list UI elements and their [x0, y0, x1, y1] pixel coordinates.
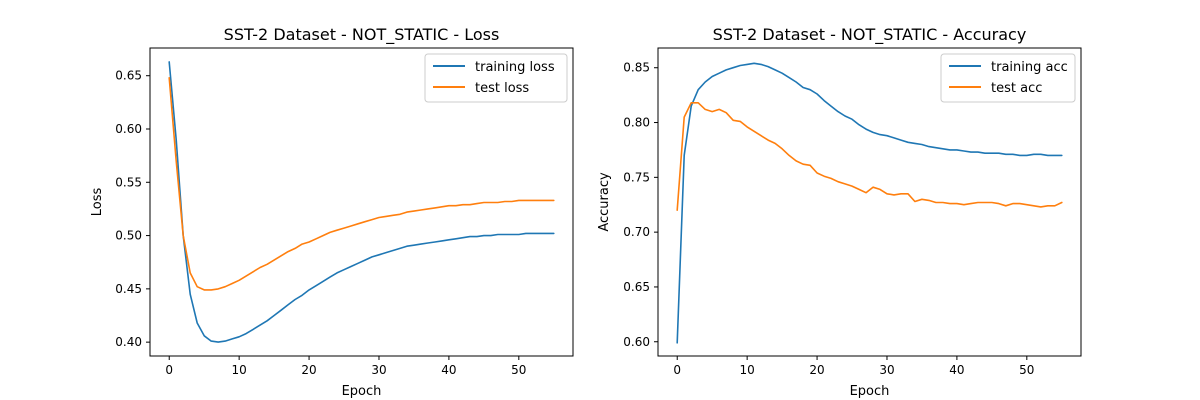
loss-y-tick-label: 0.50	[115, 229, 142, 243]
accuracy-plot-frame	[657, 47, 1082, 357]
accuracy-series-line-training-acc	[676, 62, 1063, 344]
accuracy-x-tick-label: 30	[879, 363, 894, 377]
loss-series-lines	[168, 61, 555, 343]
accuracy-y-tick-label: 0.80	[623, 116, 650, 130]
loss-y-ticks: 0.40 0.45 0.50 0.55 0.60 0.65	[115, 69, 150, 349]
accuracy-x-ticks: 0 10 20 30 40 50	[673, 356, 1034, 377]
accuracy-legend-label-test: test acc	[991, 81, 1042, 96]
accuracy-x-tick-label: 20	[809, 363, 824, 377]
accuracy-legend-label-training: training acc	[991, 60, 1068, 75]
accuracy-series-line-test-acc	[676, 102, 1063, 211]
accuracy-chart: SST-2 Dataset - NOT_STATIC - Accuracy 0 1…	[597, 25, 1082, 399]
loss-x-ticks: 0 10 20 30 40 50	[165, 356, 526, 377]
loss-x-tick-label: 30	[371, 363, 386, 377]
accuracy-x-tick-label: 50	[1019, 363, 1034, 377]
accuracy-y-ticks: 0.60 0.65 0.70 0.75 0.80 0.85	[623, 61, 658, 349]
accuracy-y-tick-label: 0.70	[623, 225, 650, 239]
accuracy-legend: training acc test acc	[940, 53, 1076, 103]
loss-legend: training loss test loss	[424, 53, 568, 103]
loss-x-tick-label: 0	[165, 363, 173, 377]
accuracy-x-tick-label: 10	[740, 363, 755, 377]
loss-y-tick-label: 0.60	[115, 122, 142, 136]
accuracy-y-axis-label: Accuracy	[597, 172, 612, 232]
accuracy-y-tick-label: 0.65	[623, 280, 650, 294]
loss-x-tick-label: 10	[232, 363, 247, 377]
loss-series-line-test-loss	[168, 77, 555, 291]
loss-plot-frame	[149, 47, 574, 357]
loss-y-tick-label: 0.65	[115, 69, 142, 83]
accuracy-x-axis-label: Epoch	[850, 384, 890, 399]
loss-legend-label-test: test loss	[475, 81, 529, 96]
accuracy-chart-title: SST-2 Dataset - NOT_STATIC - Accuracy	[713, 25, 1027, 45]
accuracy-x-tick-label: 0	[673, 363, 681, 377]
loss-x-tick-label: 20	[301, 363, 316, 377]
loss-chart-title: SST-2 Dataset - NOT_STATIC - Loss	[224, 25, 500, 45]
accuracy-x-tick-label: 40	[949, 363, 964, 377]
accuracy-y-tick-label: 0.60	[623, 335, 650, 349]
accuracy-series-lines	[676, 62, 1063, 344]
loss-x-tick-label: 50	[511, 363, 526, 377]
loss-legend-label-training: training loss	[475, 60, 555, 75]
loss-x-tick-label: 40	[441, 363, 456, 377]
accuracy-y-tick-label: 0.85	[623, 61, 650, 75]
loss-series-line-training-loss	[168, 61, 555, 343]
loss-chart: SST-2 Dataset - NOT_STATIC - Loss 0 10 20 3…	[90, 25, 574, 399]
loss-y-axis-label: Loss	[90, 188, 105, 217]
loss-x-axis-label: Epoch	[342, 384, 382, 399]
loss-y-tick-label: 0.40	[115, 335, 142, 349]
loss-y-tick-label: 0.45	[115, 282, 142, 296]
loss-y-tick-label: 0.55	[115, 175, 142, 189]
accuracy-y-tick-label: 0.75	[623, 170, 650, 184]
